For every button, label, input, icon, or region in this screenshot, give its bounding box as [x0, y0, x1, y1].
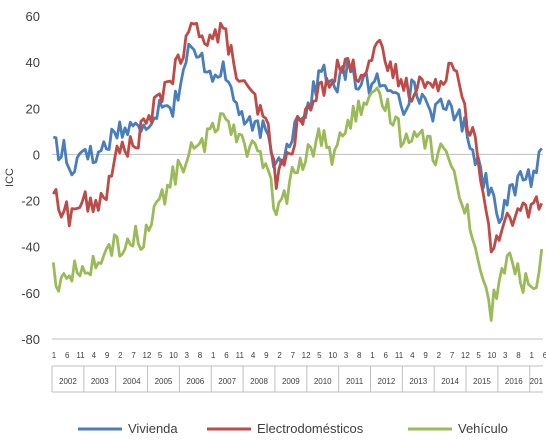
axes-layer: 60 40 20 0 -20 -40 -60 -80 [21, 9, 543, 347]
y-tick-label: -40 [21, 240, 40, 255]
x-year-label: 2006 [186, 377, 204, 386]
x-month-tick-label: 12 [302, 351, 311, 360]
x-month-tick-label: 7 [450, 351, 455, 360]
x-month-tick-label: 5 [317, 351, 322, 360]
x-month-tick-label: 9 [105, 351, 110, 360]
series-line-2 [52, 21, 543, 254]
y-tick-label: 20 [26, 101, 40, 116]
x-month-tick-label: 2 [437, 351, 442, 360]
x-month-tick-label: 3 [184, 351, 189, 360]
x-year-label: 2012 [378, 377, 396, 386]
y-axis-title: ICC [4, 168, 16, 187]
x-month-tick-label: 6 [543, 351, 546, 360]
x-month-tick-label: 1 [211, 351, 216, 360]
x-month-tick-label: 2 [118, 351, 123, 360]
x-year-label: 2010 [314, 377, 332, 386]
x-month-tick-label: 1 [370, 351, 375, 360]
y-tick-label: 60 [26, 9, 40, 24]
x-month-tick-label: 1 [52, 351, 57, 360]
x-year-label: 2005 [155, 377, 173, 386]
x-month-tick-label: 7 [131, 351, 136, 360]
x-year-label: 201 [530, 377, 544, 386]
x-month-tick-label: 12 [461, 351, 470, 360]
y-tick-label: -20 [21, 194, 40, 209]
x-year-label: 2002 [59, 377, 77, 386]
x-month-tick-label: 4 [251, 351, 256, 360]
x-year-label: 2015 [473, 377, 491, 386]
x-month-tick-label: 11 [76, 351, 85, 360]
x-year-label: 2003 [91, 377, 109, 386]
x-month-tick-label: 6 [384, 351, 389, 360]
x-month-tick-label: 9 [423, 351, 428, 360]
x-month-tick-label: 10 [328, 351, 337, 360]
x-month-tick-label: 11 [236, 351, 245, 360]
x-month-tick-label: 5 [158, 351, 163, 360]
x-month-tick-label: 10 [487, 351, 496, 360]
x-month-tick-label: 9 [264, 351, 269, 360]
x-year-label: 2016 [505, 377, 523, 386]
x-month-tick-label: 1 [530, 351, 535, 360]
x-year-label: 2007 [218, 377, 236, 386]
x-month-tick-label: 8 [516, 351, 521, 360]
x-month-tick-label: 10 [169, 351, 178, 360]
x-month-tick-label: 4 [410, 351, 415, 360]
y-tick-label: 0 [33, 147, 40, 162]
series-layer [51, 21, 544, 322]
x-month-tick-label: 7 [291, 351, 296, 360]
x-year-label: 2011 [346, 377, 364, 386]
x-month-tick-label: 3 [344, 351, 349, 360]
x-month-tick-label: 6 [65, 351, 70, 360]
x-month-tick-label: 4 [92, 351, 97, 360]
legend-label: Electrodomésticos [257, 421, 364, 436]
series-line-3 [51, 86, 544, 322]
x-year-label: 2009 [282, 377, 300, 386]
legend-label: Vivienda [128, 421, 178, 436]
x-month-tick-label: 11 [395, 351, 404, 360]
legend-label: Vehículo [458, 421, 508, 436]
x-month-tick-label: 12 [142, 351, 151, 360]
y-tick-label: 40 [26, 55, 40, 70]
x-year-label: 2013 [409, 377, 427, 386]
x-year-label: 2004 [123, 377, 141, 386]
y-tick-label: -80 [21, 332, 40, 347]
x-month-tick-label: 8 [198, 351, 203, 360]
x-year-label: 2008 [250, 377, 268, 386]
x-month-tick-label: 8 [357, 351, 362, 360]
x-year-label: 2014 [441, 377, 459, 386]
y-tick-label: -60 [21, 286, 40, 301]
x-axis-labels: 1 6 11 4 9 2 7 12 5 10 3 8 1 6 11 4 9 2 7 12 5 10 3 8 1 6 11 4 9 2 7 12… [51, 338, 546, 393]
x-month-tick-label: 5 [476, 351, 481, 360]
x-month-tick-label: 6 [224, 351, 229, 360]
legend: Vivienda Electrodomésticos Vehículo [78, 421, 508, 436]
x-month-tick-label: 2 [277, 351, 282, 360]
x-month-tick-label: 3 [503, 351, 508, 360]
